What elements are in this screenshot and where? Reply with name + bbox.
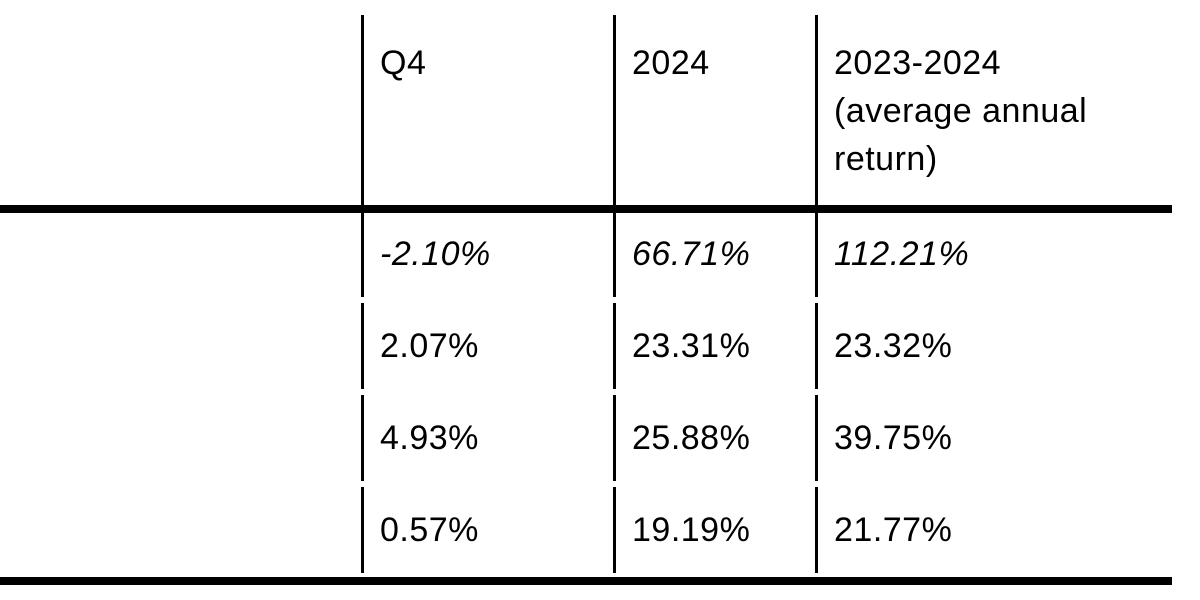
column-header-q4-label: Q4 [380, 44, 427, 82]
table-row-2: 2.07% 23.31% 23.32% [0, 303, 1172, 389]
row-label-cell [0, 395, 361, 481]
header-divider-rule [0, 205, 1172, 213]
cell-row2-2024: 23.31% [613, 303, 815, 389]
cell-row2-avg: 23.32% [815, 303, 1172, 389]
column-header-avg-line-3: return) [834, 140, 938, 178]
cell-row1-2024: 66.71% [613, 211, 815, 297]
cell-row3-q4: 4.93% [361, 395, 613, 481]
column-header-avg-line-1: 2023-2024 [834, 44, 1002, 82]
cell-row3-2024: 25.88% [613, 395, 815, 481]
column-header-avg-return: 2023-2024 (average annual return) [815, 15, 1172, 205]
table-row-1: -2.10% 66.71% 112.21% [0, 211, 1172, 297]
table-row-4: 0.57% 19.19% 21.77% [0, 487, 1172, 573]
row-label-cell [0, 303, 361, 389]
cell-row4-q4: 0.57% [361, 487, 613, 573]
column-header-q4: Q4 [361, 15, 613, 205]
cell-row1-avg: 112.21% [815, 211, 1172, 297]
cell-row3-avg: 39.75% [815, 395, 1172, 481]
cell-row4-2024: 19.19% [613, 487, 815, 573]
column-header-2024: 2024 [613, 15, 815, 205]
column-header-2024-label: 2024 [632, 44, 710, 82]
table-row-3: 4.93% 25.88% 39.75% [0, 395, 1172, 481]
header-row: Q4 2024 2023-2024 (average annual return… [0, 15, 1172, 205]
cell-row1-q4: -2.10% [361, 211, 613, 297]
table-bottom-rule [0, 577, 1172, 585]
returns-table: Q4 2024 2023-2024 (average annual return… [0, 9, 1172, 579]
row-label-cell [0, 487, 361, 573]
column-header-avg-line-2: (average annual [834, 92, 1088, 130]
cell-row4-avg: 21.77% [815, 487, 1172, 573]
cell-row2-q4: 2.07% [361, 303, 613, 389]
row-label-cell [0, 211, 361, 297]
column-header-blank [0, 15, 361, 205]
